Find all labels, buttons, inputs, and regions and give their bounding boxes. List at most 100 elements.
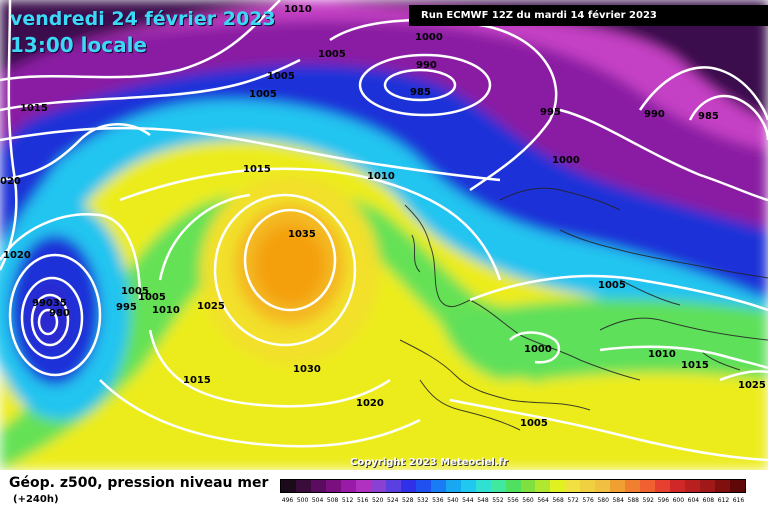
isobar-label: 985 — [698, 111, 719, 122]
colorbar-label: 528 — [402, 497, 414, 504]
isobar-label: 1015 — [20, 103, 48, 114]
colorbar-swatch — [565, 480, 581, 492]
colorbar-swatch — [295, 480, 311, 492]
colorbar-swatch — [340, 480, 356, 492]
isobar-label: 1020 — [3, 250, 31, 261]
colorbar-label: 556 — [507, 497, 519, 504]
isobar-label: 1000 — [415, 32, 443, 43]
colorbar-label: 612 — [717, 497, 730, 504]
isobar-label: 990 — [416, 60, 437, 71]
colorbar-label: 512 — [341, 497, 354, 504]
isobar-label: 1030 — [293, 364, 321, 375]
colorbar-label: 544 — [462, 497, 474, 504]
map-title: Géop. z500, pression niveau mer — [9, 475, 269, 491]
isobar-label: 1025 — [197, 301, 225, 312]
colorbar — [280, 479, 746, 493]
isobar-label: 1015 — [681, 360, 709, 371]
colorbar-label: 616 — [732, 497, 745, 504]
colorbar-label: 524 — [387, 497, 399, 504]
colorbar-label: 500 — [296, 497, 309, 504]
weather-map: 1010 1005 1005 1005 1015 1000 990 985 99… — [0, 0, 768, 470]
colorbar-swatch — [520, 480, 536, 492]
colorbar-label: 536 — [432, 497, 444, 504]
isobar-label: 1005 — [249, 89, 277, 100]
forecast-date: vendredi 24 février 2023 — [10, 8, 276, 30]
colorbar-swatch — [445, 480, 461, 492]
colorbar-swatch — [430, 480, 446, 492]
colorbar-label: 532 — [417, 497, 429, 504]
colorbar-label: 504 — [311, 497, 324, 504]
isobar-label: 990 — [644, 109, 665, 120]
forecast-lead-time: (+240h) — [13, 494, 59, 505]
isobar-labels: 1010 1005 1005 1005 1015 1000 990 985 99… — [0, 4, 766, 429]
colorbar-swatch — [730, 480, 746, 492]
colorbar-swatch — [685, 480, 701, 492]
colorbar-swatch — [505, 480, 521, 492]
colorbar-swatch — [490, 480, 506, 492]
colorbar-label: 596 — [657, 497, 670, 504]
isobars — [0, 0, 768, 460]
coastlines — [399, 187, 768, 431]
colorbar-label: 608 — [702, 497, 715, 504]
colorbar-swatch — [281, 480, 296, 492]
colorbar-swatch — [670, 480, 686, 492]
colorbar-label: 580 — [597, 497, 609, 504]
isobar-label: 985 — [410, 87, 431, 98]
forecast-time: 13:00 locale — [10, 33, 147, 57]
isobar-label: 99035 — [32, 298, 67, 309]
colorbar-swatch — [475, 480, 491, 492]
isobar-label: 995 — [540, 107, 561, 118]
colorbar-label: 540 — [447, 497, 459, 504]
colorbar-swatch — [640, 480, 656, 492]
colorbar-swatch — [610, 480, 626, 492]
colorbar-swatch — [385, 480, 401, 492]
isobar-label: 995 — [116, 302, 137, 313]
geopotential-field — [0, 0, 768, 470]
colorbar-label: 572 — [567, 497, 579, 504]
colorbar-swatch — [580, 480, 596, 492]
colorbar-label: 516 — [356, 497, 369, 504]
colorbar-label: 520 — [371, 497, 384, 504]
colorbar-label: 588 — [627, 497, 639, 504]
isobar-label: 1000 — [524, 344, 552, 355]
isobar-label: 020 — [0, 176, 21, 187]
colorbar-swatch — [655, 480, 671, 492]
model-run-label: Run ECMWF 12Z du mardi 14 février 2023 — [409, 5, 768, 26]
colorbar-swatch — [595, 480, 611, 492]
colorbar-swatch — [715, 480, 731, 492]
isobar-label: 980 — [49, 308, 70, 319]
isobar-label: 1005 — [121, 286, 149, 297]
isobar-label: 1035 — [288, 229, 316, 240]
colorbar-label: 592 — [642, 497, 654, 504]
isobar-label: 1015 — [243, 164, 271, 175]
isobar-label: 1000 — [552, 155, 580, 166]
colorbar-labels: 496 500 504 508 512 516 520 524 528 532 536 540 544 5… — [280, 497, 746, 507]
isobar-label: 1015 — [183, 375, 211, 386]
isobar-label: 1010 — [367, 171, 395, 182]
colorbar-label: 568 — [552, 497, 564, 504]
colorbar-label: 548 — [477, 497, 489, 504]
isobar-label: 1005 — [267, 71, 295, 82]
colorbar-swatch — [460, 480, 476, 492]
colorbar-label: 496 — [281, 497, 294, 504]
colorbar-label: 584 — [612, 497, 624, 504]
colorbar-label: 560 — [522, 497, 534, 504]
colorbar-swatch — [625, 480, 641, 492]
isobar-label: 1005 — [598, 280, 626, 291]
colorbar-swatch — [535, 480, 551, 492]
colorbar-label: 600 — [672, 497, 685, 504]
copyright-text: Copyright 2023 Meteociel.fr — [350, 457, 508, 468]
isobar-label: 1020 — [356, 398, 384, 409]
isobar-label: 1025 — [738, 380, 766, 391]
colorbar-label: 552 — [492, 497, 504, 504]
isobar-label: 1005 — [520, 418, 548, 429]
colorbar-swatch — [370, 480, 386, 492]
isobar-label: 1010 — [648, 349, 676, 360]
colorbar-swatch — [310, 480, 326, 492]
colorbar-label: 576 — [582, 497, 594, 504]
isobar-label: 1010 — [284, 4, 312, 15]
isobar-label: 1010 — [152, 305, 180, 316]
colorbar-label: 564 — [537, 497, 549, 504]
colorbar-swatch — [325, 480, 341, 492]
isobar-label: 1005 — [138, 292, 166, 303]
